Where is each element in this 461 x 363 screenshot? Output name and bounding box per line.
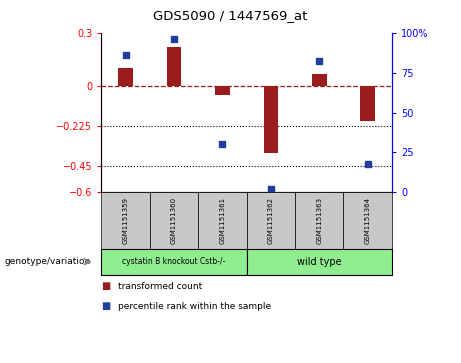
Text: ■: ■ xyxy=(101,301,111,311)
Text: percentile rank within the sample: percentile rank within the sample xyxy=(118,302,271,311)
Text: GSM1151362: GSM1151362 xyxy=(268,197,274,244)
Bar xyxy=(312,74,326,86)
Text: ■: ■ xyxy=(101,281,111,291)
Bar xyxy=(118,68,133,86)
Bar xyxy=(361,86,375,121)
Text: genotype/variation: genotype/variation xyxy=(5,257,91,266)
Text: GSM1151361: GSM1151361 xyxy=(219,197,225,244)
Bar xyxy=(167,47,181,86)
Bar xyxy=(215,86,230,95)
Text: GSM1151360: GSM1151360 xyxy=(171,197,177,244)
Text: GSM1151364: GSM1151364 xyxy=(365,197,371,244)
Text: cystatin B knockout Cstb-/-: cystatin B knockout Cstb-/- xyxy=(122,257,226,266)
Text: GSM1151359: GSM1151359 xyxy=(123,197,129,244)
Text: GSM1151363: GSM1151363 xyxy=(316,197,322,244)
Text: transformed count: transformed count xyxy=(118,282,202,291)
Bar xyxy=(264,86,278,153)
Text: wild type: wild type xyxy=(297,257,342,267)
Text: GDS5090 / 1447569_at: GDS5090 / 1447569_at xyxy=(154,9,307,22)
